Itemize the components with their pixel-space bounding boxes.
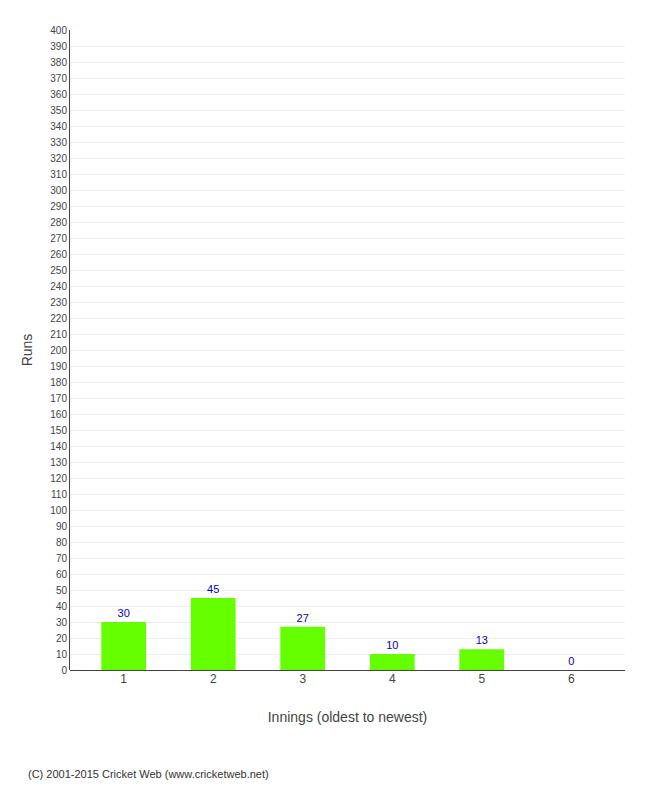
svg-text:170: 170 <box>50 393 67 404</box>
svg-text:10: 10 <box>56 649 68 660</box>
svg-text:390: 390 <box>50 41 67 52</box>
svg-text:100: 100 <box>50 505 67 516</box>
svg-text:350: 350 <box>50 105 67 116</box>
svg-text:6: 6 <box>568 672 575 686</box>
svg-text:40: 40 <box>56 601 68 612</box>
svg-text:Innings (oldest to newest): Innings (oldest to newest) <box>268 709 428 725</box>
svg-text:230: 230 <box>50 297 67 308</box>
svg-text:30: 30 <box>118 607 130 619</box>
svg-text:Runs: Runs <box>19 334 35 367</box>
svg-text:45: 45 <box>207 583 219 595</box>
svg-text:3: 3 <box>299 672 306 686</box>
svg-text:2: 2 <box>210 672 217 686</box>
svg-text:270: 270 <box>50 233 67 244</box>
svg-text:130: 130 <box>50 457 67 468</box>
svg-text:27: 27 <box>297 612 309 624</box>
svg-text:290: 290 <box>50 201 67 212</box>
svg-text:90: 90 <box>56 521 68 532</box>
svg-text:210: 210 <box>50 329 67 340</box>
svg-text:70: 70 <box>56 553 68 564</box>
svg-text:1: 1 <box>120 672 127 686</box>
svg-text:110: 110 <box>51 489 67 500</box>
svg-text:220: 220 <box>50 313 67 324</box>
svg-text:370: 370 <box>50 73 67 84</box>
svg-text:200: 200 <box>50 345 67 356</box>
svg-text:0: 0 <box>61 665 67 676</box>
svg-text:80: 80 <box>56 537 68 548</box>
svg-text:330: 330 <box>50 137 67 148</box>
svg-text:(C) 2001-2015 Cricket Web (www: (C) 2001-2015 Cricket Web (www.cricketwe… <box>28 768 269 780</box>
svg-text:60: 60 <box>56 569 68 580</box>
svg-text:190: 190 <box>50 361 67 372</box>
svg-text:0: 0 <box>568 655 574 667</box>
svg-text:160: 160 <box>50 409 67 420</box>
svg-text:5: 5 <box>478 672 485 686</box>
svg-text:280: 280 <box>50 217 67 228</box>
svg-text:120: 120 <box>50 473 67 484</box>
svg-text:250: 250 <box>50 265 67 276</box>
svg-text:320: 320 <box>50 153 67 164</box>
svg-text:150: 150 <box>50 425 67 436</box>
svg-text:400: 400 <box>50 25 67 36</box>
svg-text:360: 360 <box>50 89 67 100</box>
svg-text:260: 260 <box>50 249 67 260</box>
svg-text:30: 30 <box>56 617 68 628</box>
svg-text:140: 140 <box>50 441 67 452</box>
svg-text:300: 300 <box>50 185 67 196</box>
svg-text:180: 180 <box>50 377 67 388</box>
svg-text:240: 240 <box>50 281 67 292</box>
svg-text:4: 4 <box>389 672 396 686</box>
svg-text:50: 50 <box>56 585 68 596</box>
svg-text:310: 310 <box>50 169 67 180</box>
svg-text:20: 20 <box>56 633 68 644</box>
svg-text:380: 380 <box>50 57 67 68</box>
svg-text:340: 340 <box>50 121 67 132</box>
svg-text:13: 13 <box>476 634 488 646</box>
svg-text:10: 10 <box>386 639 398 651</box>
